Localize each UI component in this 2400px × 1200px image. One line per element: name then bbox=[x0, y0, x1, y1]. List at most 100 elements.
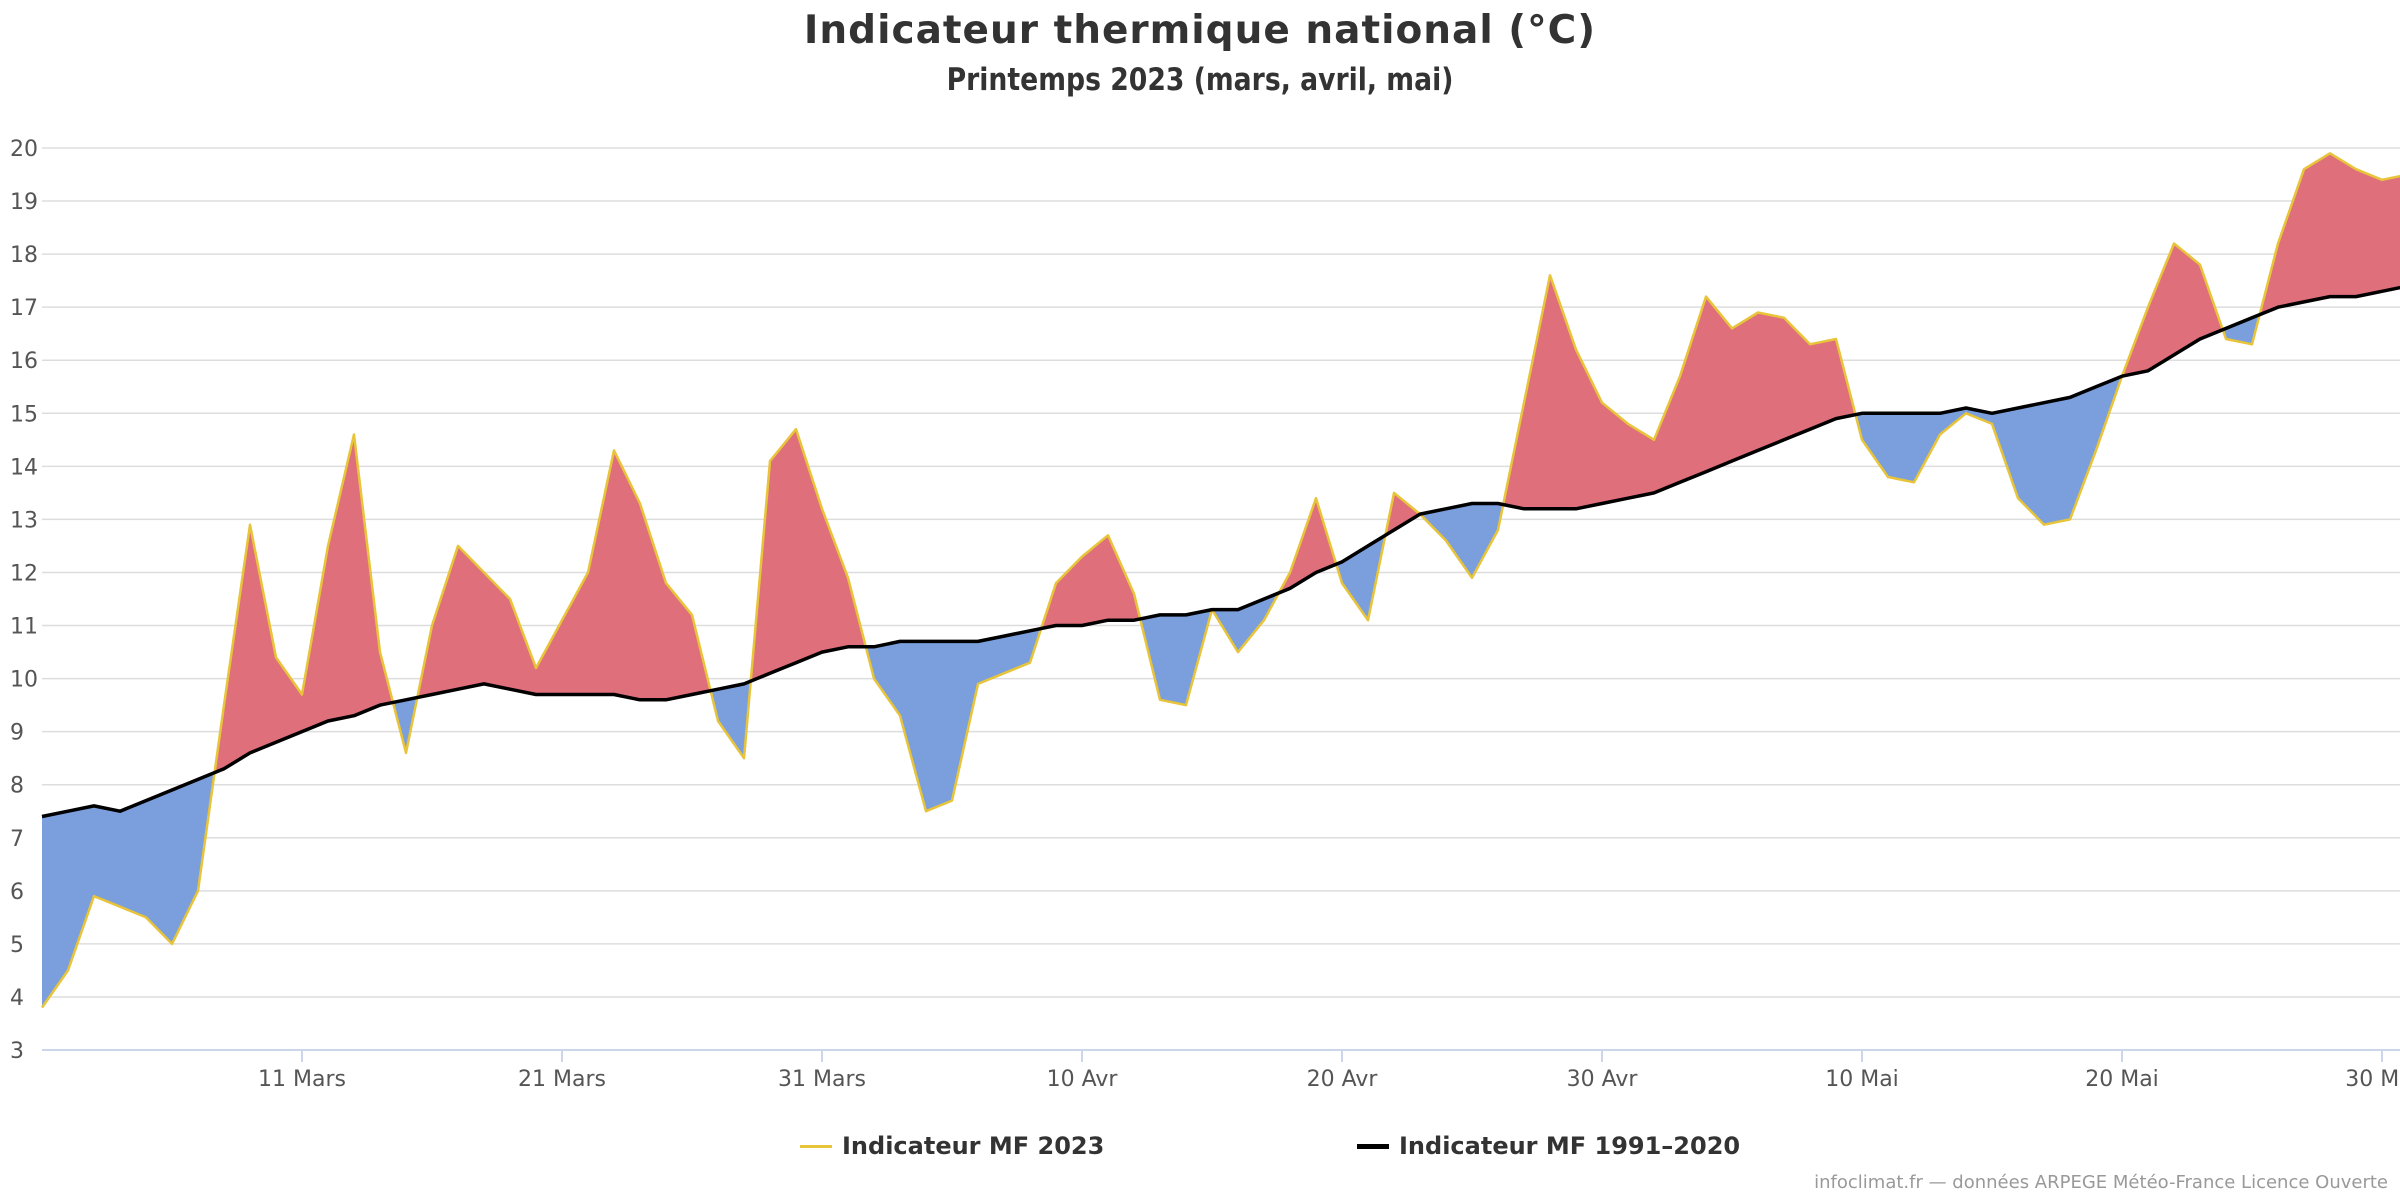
fill-below-segment bbox=[1004, 630, 1030, 674]
y-tick-label: 14 bbox=[10, 455, 38, 480]
fill-below-segment bbox=[1862, 413, 1888, 477]
fill-below-segment bbox=[1342, 545, 1368, 621]
legend-item-2023[interactable]: Indicateur MF 2023 bbox=[800, 1128, 1104, 1164]
fill-above-segment bbox=[1394, 492, 1420, 531]
fill-below-segment bbox=[952, 641, 978, 801]
y-tick-label: 19 bbox=[10, 190, 38, 215]
fill-above-segment bbox=[562, 572, 588, 695]
fill-above-segment bbox=[2356, 169, 2382, 297]
y-tick-label: 8 bbox=[10, 774, 24, 799]
y-tick-label: 12 bbox=[10, 561, 38, 586]
legend-label-2023: Indicateur MF 2023 bbox=[842, 1132, 1105, 1160]
fill-above-segment bbox=[1082, 535, 1108, 626]
y-tick-label: 4 bbox=[10, 986, 24, 1011]
fill-below-segment bbox=[2018, 402, 2044, 525]
fill-above-segment bbox=[1706, 296, 1732, 472]
series-line-2023 bbox=[40, 152, 2400, 1009]
fill-above-segment bbox=[1732, 312, 1758, 462]
fill-above-segment bbox=[328, 434, 354, 722]
x-tick-label: 30 Mai bbox=[2345, 1067, 2400, 1092]
y-tick-label: 9 bbox=[10, 721, 24, 746]
credits[interactable]: infoclimat.fr — données ARPEGE Météo-Fra… bbox=[1814, 1172, 2388, 1193]
fill-above-segment bbox=[1758, 312, 1784, 451]
y-tick-label: 18 bbox=[10, 243, 38, 268]
fill-above-segment bbox=[640, 503, 666, 700]
fill-above-segment bbox=[1108, 535, 1134, 621]
fill-above-segment bbox=[796, 429, 822, 663]
x-tick-label: 20 Avr bbox=[1307, 1067, 1379, 1092]
legend-item-normal[interactable]: Indicateur MF 1991–2020 bbox=[1357, 1128, 1740, 1164]
fill-below-segment bbox=[1888, 413, 1914, 483]
fill-above-segment bbox=[2174, 243, 2200, 355]
fill-below-segment bbox=[1160, 614, 1186, 706]
fill-below-segment bbox=[718, 683, 744, 759]
y-tick-label: 20 bbox=[10, 137, 38, 162]
fill-above-segment bbox=[1654, 376, 1680, 493]
fill-below-segment bbox=[2226, 317, 2252, 345]
y-tick-label: 13 bbox=[10, 508, 38, 533]
y-tick-label: 15 bbox=[10, 402, 38, 427]
fill-below-segment bbox=[1992, 407, 2018, 499]
fill-above-segment bbox=[1628, 423, 1654, 499]
fill-above-segment bbox=[302, 545, 328, 732]
fill-above-segment bbox=[276, 657, 302, 743]
difference-fills bbox=[42, 153, 2400, 1008]
fill-below-segment bbox=[146, 790, 172, 944]
fill-above-segment bbox=[2148, 243, 2174, 371]
fill-above-segment bbox=[224, 524, 250, 769]
fill-above-segment bbox=[510, 599, 536, 695]
chart-title: Indicateur thermique national (°C) bbox=[803, 8, 1597, 53]
fill-below-segment bbox=[1446, 503, 1472, 578]
fill-above-segment bbox=[484, 572, 510, 690]
fill-above-segment bbox=[432, 545, 458, 695]
x-tick-label: 10 Mai bbox=[1825, 1067, 1899, 1092]
fill-above-segment bbox=[1784, 317, 1810, 440]
legend-swatch-2023 bbox=[800, 1144, 832, 1148]
legend-label-normal: Indicateur MF 1991–2020 bbox=[1399, 1132, 1741, 1160]
fill-below-segment bbox=[1472, 503, 1498, 578]
y-tick-label: 7 bbox=[10, 827, 24, 852]
fill-above-segment bbox=[588, 450, 614, 695]
x-tick-label: 10 Avr bbox=[1047, 1067, 1119, 1092]
fill-above-segment bbox=[1056, 556, 1082, 626]
fill-below-segment bbox=[68, 805, 94, 971]
fill-above-segment bbox=[250, 524, 276, 753]
grid-lines bbox=[42, 147, 2400, 998]
x-tick-label: 30 Avr bbox=[1567, 1067, 1639, 1092]
fill-below-segment bbox=[2070, 386, 2096, 520]
y-tick-label: 6 bbox=[10, 880, 24, 905]
x-tick-label: 20 Mai bbox=[2085, 1067, 2159, 1092]
y-tick-label: 5 bbox=[10, 933, 24, 958]
fill-above-segment bbox=[1680, 296, 1706, 483]
fill-below-segment bbox=[42, 811, 68, 1008]
fill-below-segment bbox=[2044, 397, 2070, 525]
x-axis-ticks: 11 Mars 21 Mars 31 Mars 10 Avr 20 Avr 30 Avr 1… bbox=[258, 1050, 2400, 1092]
fill-above-segment bbox=[536, 620, 562, 695]
fill-above-segment bbox=[770, 429, 796, 674]
fill-below-segment bbox=[1914, 413, 1940, 483]
chart-area: 3 4 5 6 7 8 9 10 11 12 13 14 15 16 17 18 19 20 11 Mars 21 … bbox=[10, 137, 2400, 1092]
fill-above-segment bbox=[822, 508, 848, 653]
fill-above-segment bbox=[2382, 176, 2400, 292]
fill-above-segment bbox=[2330, 153, 2356, 297]
fill-above-segment bbox=[458, 545, 484, 690]
y-tick-label: 16 bbox=[10, 349, 38, 374]
fill-below-segment bbox=[1238, 599, 1264, 653]
series-line-normal bbox=[41, 285, 2400, 819]
fill-above-segment bbox=[1810, 339, 1836, 430]
legend-swatch-normal bbox=[1357, 1143, 1389, 1149]
fill-below-segment bbox=[120, 800, 146, 918]
fill-below-segment bbox=[874, 641, 900, 716]
fill-below-segment bbox=[926, 641, 952, 812]
y-tick-label: 10 bbox=[10, 668, 38, 693]
fill-above-segment bbox=[2304, 153, 2330, 302]
series-lines bbox=[40, 152, 2400, 1009]
fill-above-segment bbox=[614, 450, 640, 700]
y-tick-label: 17 bbox=[10, 296, 38, 321]
legend: Indicateur MF 2023 Indicateur MF 1991–20… bbox=[0, 1128, 2400, 1164]
fill-below-segment bbox=[978, 636, 1004, 684]
y-axis-ticks: 3 4 5 6 7 8 9 10 11 12 13 14 15 16 17 18 19 20 bbox=[10, 137, 38, 1064]
fill-above-segment bbox=[1524, 275, 1550, 509]
y-tick-label: 3 bbox=[10, 1039, 24, 1064]
x-tick-label: 21 Mars bbox=[518, 1067, 606, 1092]
